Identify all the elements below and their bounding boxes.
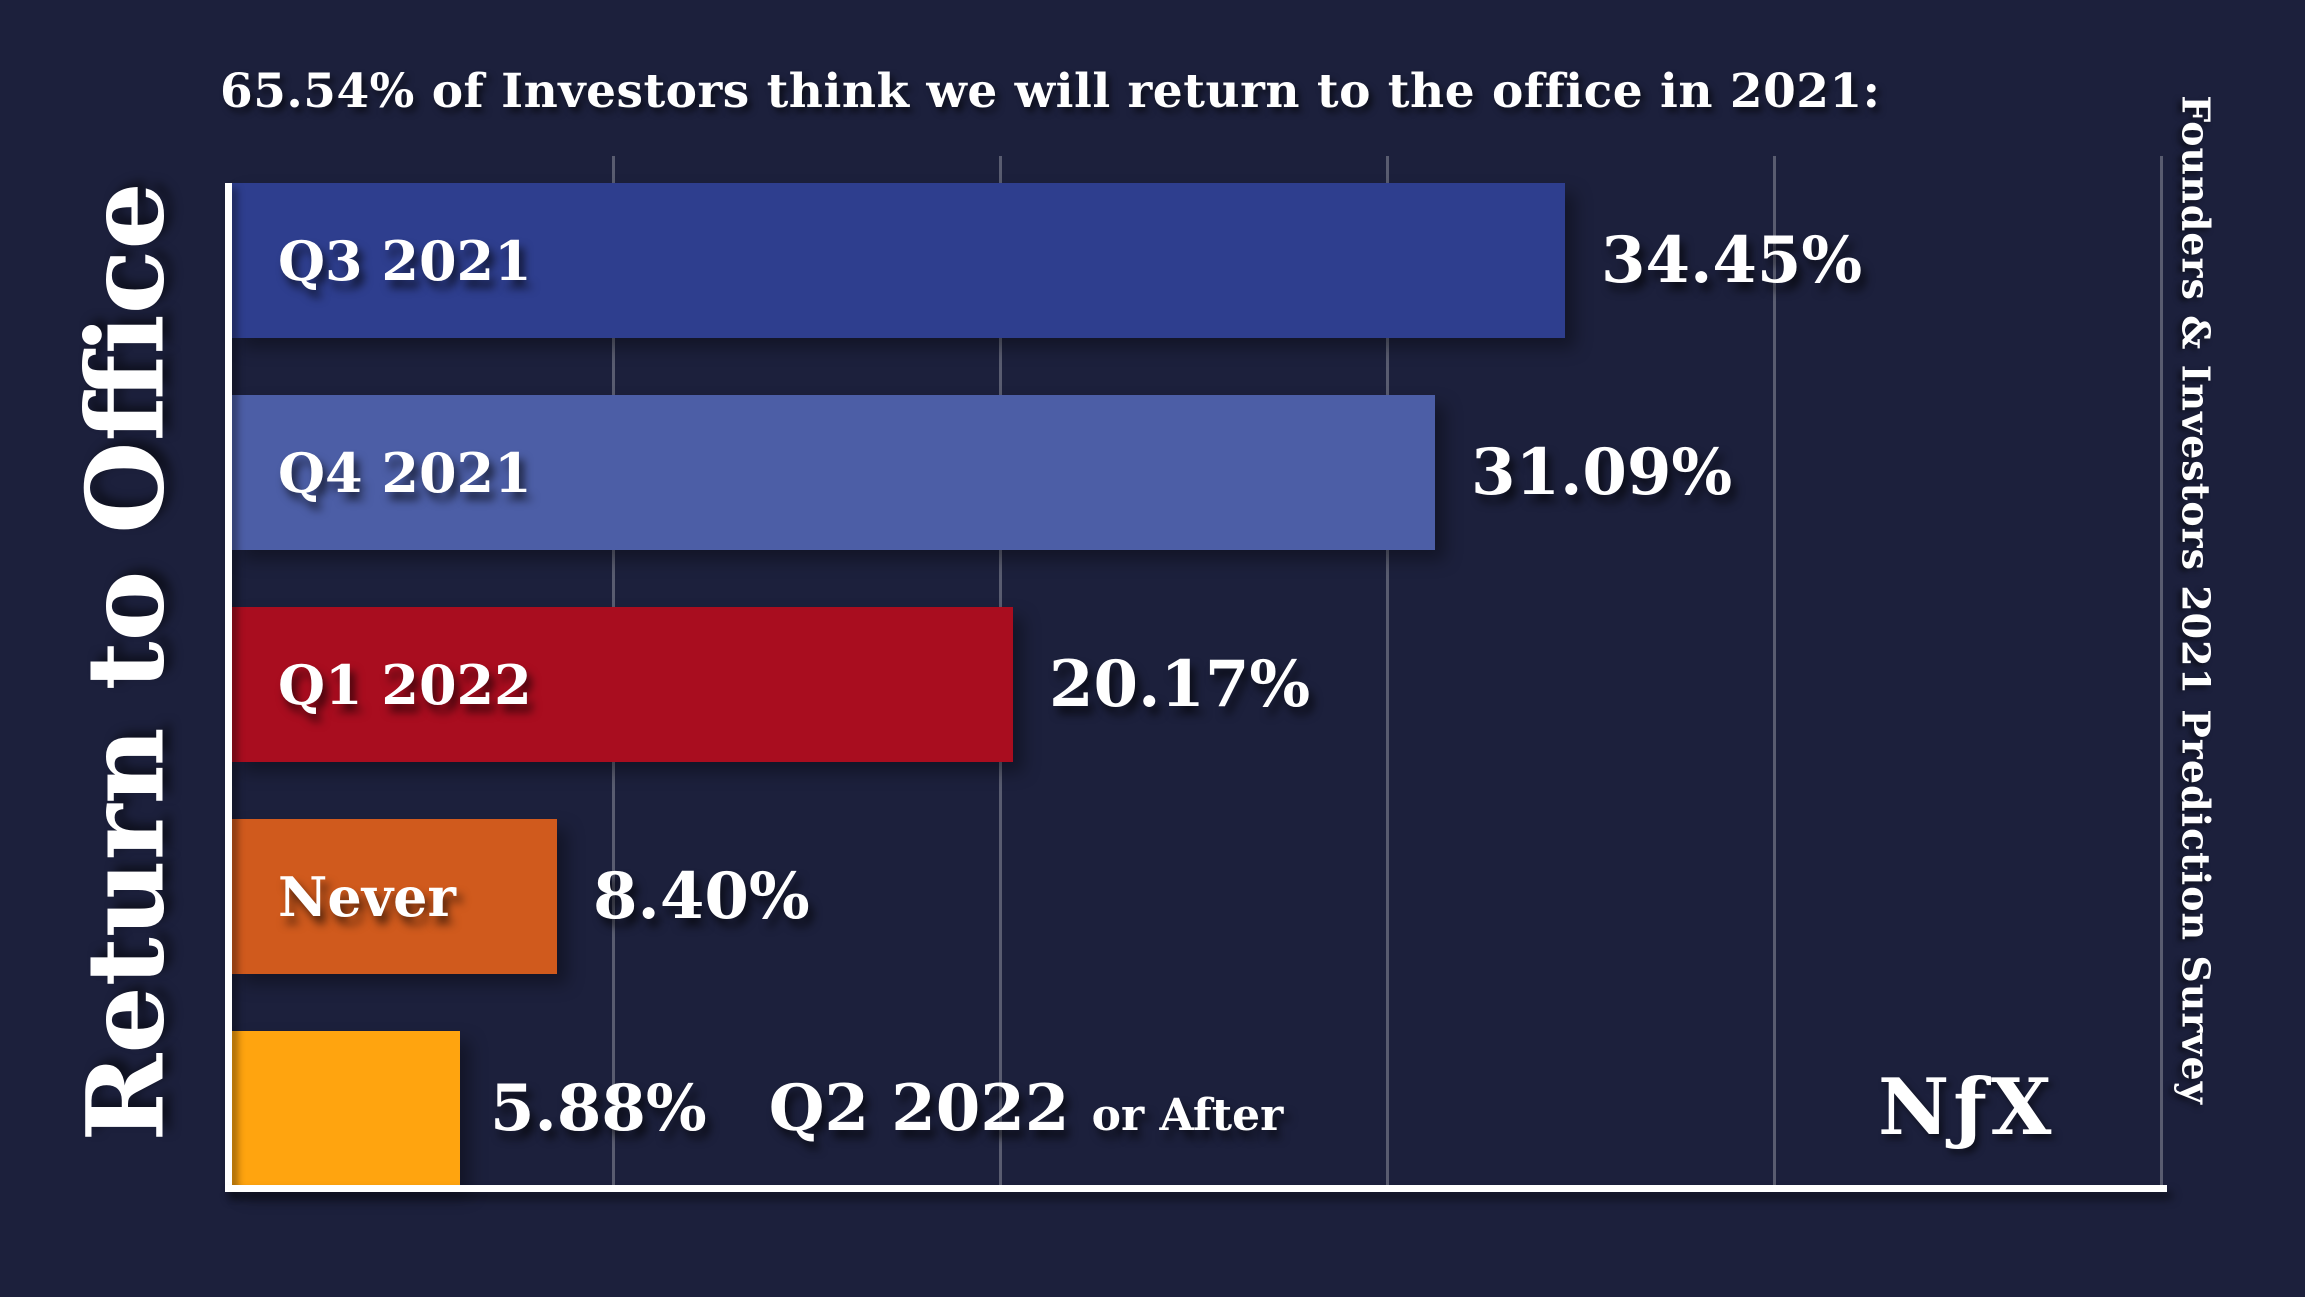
gridline-30pct [1386, 156, 1389, 1185]
bar-row-2: Q4 2021 31.09% [232, 395, 2292, 550]
bar-value-label: 31.09% [1471, 435, 1733, 510]
y-axis-line [225, 183, 232, 1192]
y-axis-label: Return to Office [62, 182, 188, 1142]
x-axis-line [225, 1185, 2167, 1192]
bar-value-label: 34.45% [1601, 223, 1863, 298]
bar-category-label: Never [278, 864, 456, 929]
bar-row-4: Never 8.40% [232, 819, 2292, 974]
bar-q1-2022: Q1 2022 [232, 607, 1013, 762]
bar-row-5: 5.88% Q2 2022 or After [232, 1031, 2292, 1186]
bar-q4-2021: Q4 2021 [232, 395, 1435, 550]
bar-outside-label: 5.88% Q2 2022 or After [490, 1031, 1283, 1186]
bar-category-label: Q4 2021 [278, 440, 532, 505]
bar-category-label: Q2 2022 or After [768, 1071, 1284, 1146]
bar-never: Never [232, 819, 557, 974]
bar-category-label: Q3 2021 [278, 228, 532, 293]
chart-title: 65.54% of Investors think we will return… [220, 64, 1881, 119]
gridline-40pct [1773, 156, 1776, 1185]
bar-value-label: 20.17% [1049, 647, 1311, 722]
bar-category-label: Q1 2022 [278, 652, 532, 717]
bar-row-3: Q1 2022 20.17% [232, 607, 2292, 762]
bar-value-label: 5.88% [490, 1071, 707, 1146]
bar-value-label: 8.40% [593, 859, 810, 934]
nfx-logo: NƒX [1878, 1062, 2056, 1153]
bar-q3-2021: Q3 2021 [232, 183, 1565, 338]
bar-row-1: Q3 2021 34.45% [232, 183, 2292, 338]
bar-q2-2022-or-after [232, 1031, 460, 1186]
gridline-50pct [2160, 156, 2163, 1185]
